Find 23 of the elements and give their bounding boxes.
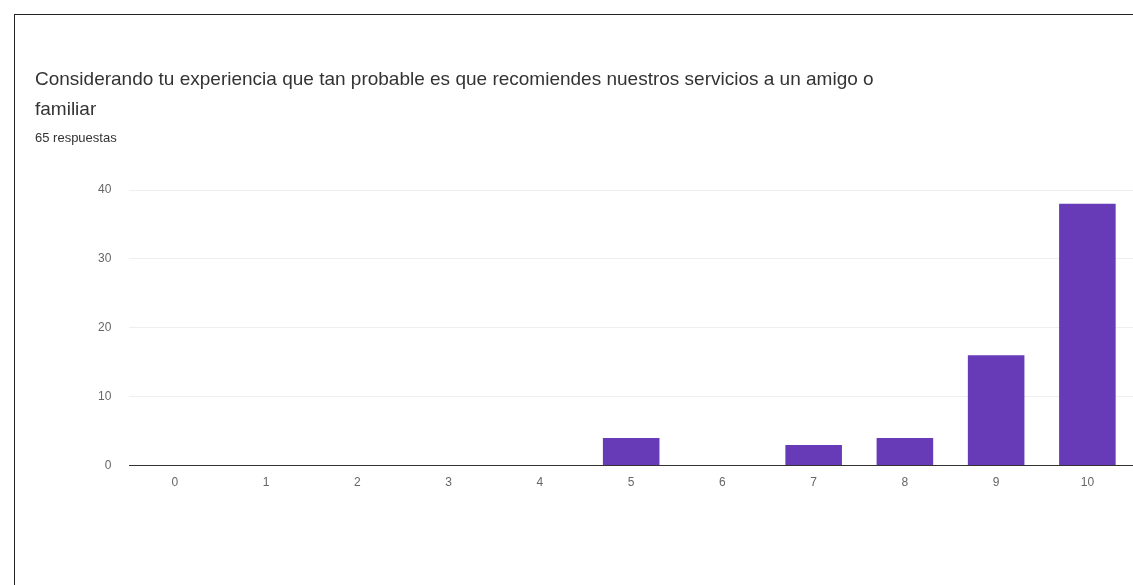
x-tick-label: 8	[901, 475, 909, 490]
x-tick-label: 7	[810, 475, 818, 490]
y-tick-label: 0	[104, 457, 112, 472]
x-tick-label: 1	[262, 475, 270, 490]
chart-title: Considerando tu experiencia que tan probable es que recomiendes nuestros servicios a un amigo o familiar	[35, 67, 875, 121]
x-tick-label: 2	[354, 475, 362, 490]
x-tick-label: 5	[627, 475, 635, 490]
x-tick-label: 4	[536, 475, 544, 490]
x-tick-label: 9	[992, 475, 1000, 490]
x-tick-label: 0	[171, 475, 179, 490]
x-tick-label: 10	[1080, 475, 1095, 490]
bar	[967, 355, 1025, 466]
bar	[1059, 203, 1116, 466]
y-tick-label: 40	[97, 182, 112, 197]
y-tick-label: 20	[97, 320, 112, 335]
y-tick-label: 10	[97, 389, 112, 404]
bar	[876, 438, 934, 466]
y-tick-label: 30	[97, 251, 112, 266]
x-tick-label: 6	[719, 475, 727, 490]
bar	[785, 444, 842, 466]
x-tick-label: 3	[445, 475, 453, 490]
bar	[602, 438, 660, 466]
chart-subtitle: 65 respuestas	[35, 130, 117, 145]
